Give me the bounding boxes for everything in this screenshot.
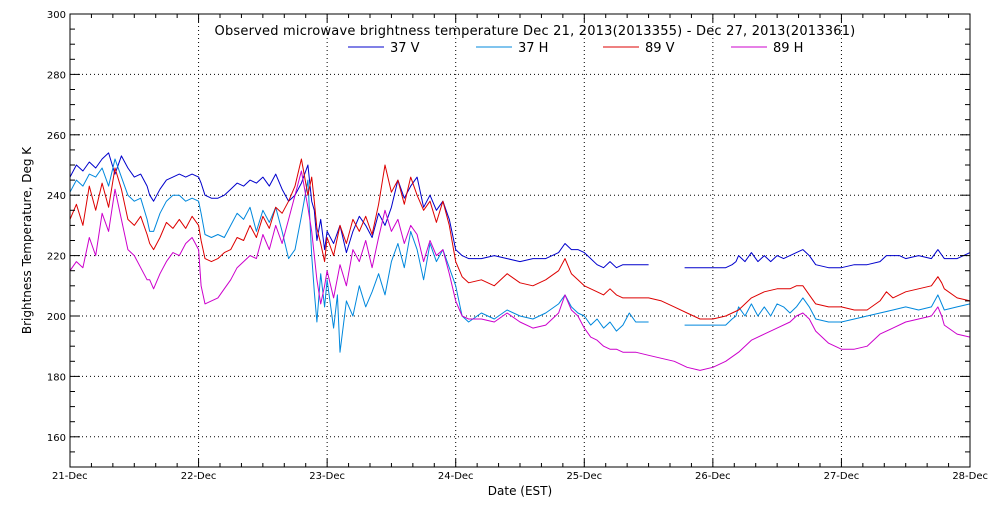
series-line-37-v [69, 152, 649, 269]
chart-title: Observed microwave brightness temperatur… [215, 24, 856, 39]
plot-frame [69, 13, 971, 468]
series-line-89-v [69, 158, 971, 320]
series-line-37-v [684, 249, 971, 269]
x-tick-label: 22-Dec [181, 471, 217, 482]
x-tick-labels: 21-Dec 22-Dec 23-Dec 24-Dec 25-Dec 26-Dec 27-D… [52, 471, 988, 482]
legend-label-89-v: 89 V [645, 41, 675, 56]
x-tick-label: 26-Dec [695, 471, 731, 482]
y-tick-label: 180 [47, 372, 66, 383]
x-tick-label: 21-Dec [52, 471, 88, 482]
series-line-89-h [69, 170, 971, 371]
y-tick-label: 160 [47, 433, 66, 444]
x-tick-label: 23-Dec [309, 471, 345, 482]
y-tick-label: 280 [47, 70, 66, 81]
y-tick-label: 240 [47, 191, 66, 202]
legend-label-89-h: 89 H [773, 41, 803, 56]
y-tick-label: 220 [47, 252, 66, 263]
legend-label-37-v: 37 V [390, 41, 420, 56]
y-axis-title: Brightness Temperature, Deg K [20, 146, 34, 334]
y-tick-label: 260 [47, 131, 66, 142]
x-tick-label: 28-Dec [952, 471, 988, 482]
series-lines [69, 152, 971, 371]
axis-ticks [69, 13, 971, 467]
x-tick-label: 27-Dec [824, 471, 860, 482]
series-line-37-h [69, 158, 649, 353]
series-line-37-h [684, 294, 971, 326]
grid-lines [70, 14, 970, 467]
legend: 37 V 37 H 89 V 89 H [348, 41, 803, 56]
x-tick-label: 24-Dec [438, 471, 474, 482]
x-tick-label: 25-Dec [566, 471, 602, 482]
x-axis-title: Date (EST) [488, 484, 552, 498]
legend-label-37-h: 37 H [518, 41, 548, 56]
y-tick-label: 300 [47, 10, 66, 21]
y-tick-labels: 160 180 200 220 240 260 280 300 [47, 10, 66, 444]
y-tick-label: 200 [47, 312, 66, 323]
